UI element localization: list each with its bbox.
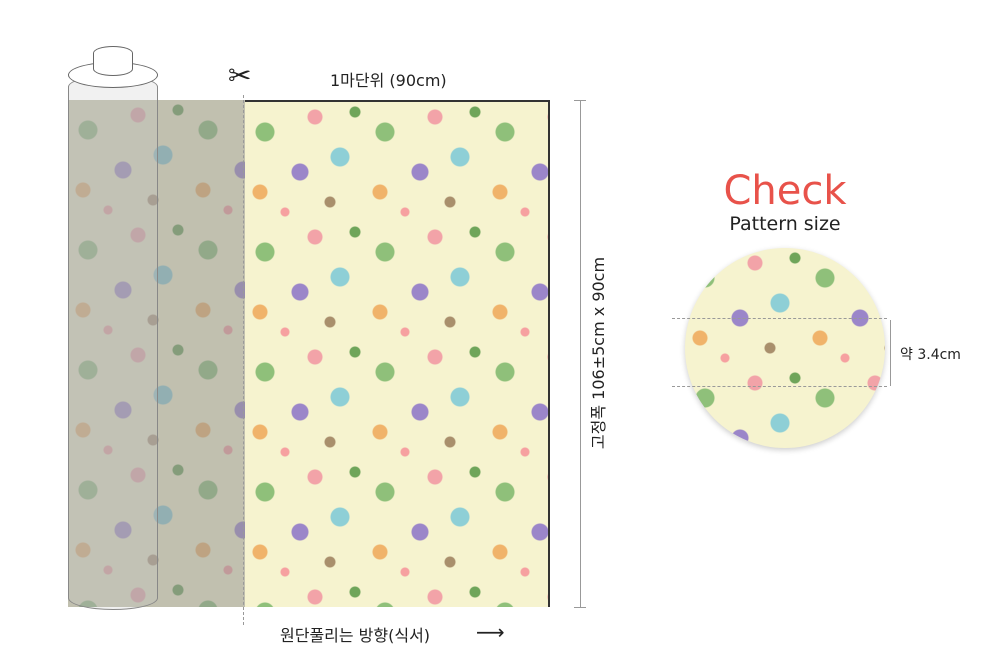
measure-tick-bottom (574, 607, 586, 608)
measure-tick-top (574, 100, 586, 101)
repeat-size-label: 약 3.4cm (900, 347, 961, 363)
check-subtitle: Pattern size (729, 213, 841, 235)
arrow-right-icon: ⟶ (476, 620, 505, 644)
roll-core-cap (93, 46, 133, 76)
repeat-measure-line (890, 320, 891, 386)
scissors-icon: ✂ (228, 59, 252, 92)
repeat-guide-bottom (672, 386, 887, 387)
repeat-guide-top (672, 318, 887, 319)
fabric-size-label: 고정폭 106±5cm x 90cm (589, 256, 608, 450)
direction-label: 원단풀리는 방향(식서) (280, 626, 431, 645)
roll-overlay (68, 100, 245, 607)
cut-line (243, 95, 244, 625)
check-title: Check (723, 168, 847, 214)
fabric-roll-cylinder (68, 75, 158, 610)
cut-unit-label: 1마단위 (90cm) (330, 71, 447, 90)
height-measure-line (580, 100, 581, 607)
fabric-sheet (245, 100, 550, 607)
pattern-swatch (685, 248, 885, 448)
